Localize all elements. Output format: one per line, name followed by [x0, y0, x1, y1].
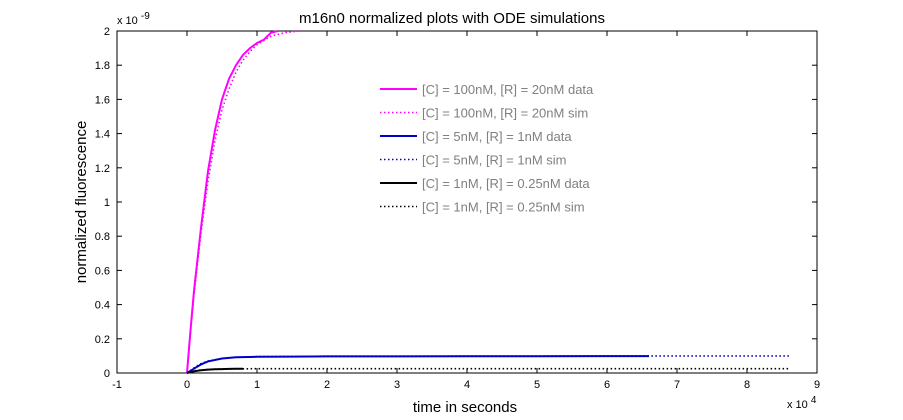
legend-label-6: [C] = 1nM, [R] = 0.25nM sim — [422, 200, 585, 215]
x-tick-label: -1 — [112, 379, 122, 391]
x-axis-ticks: -1 0 1 2 3 4 5 6 7 8 9 — [112, 31, 820, 391]
x-tick-label: 9 — [814, 379, 820, 391]
y-tick-label: 1.4 — [95, 129, 110, 141]
plot-area — [116, 30, 818, 374]
x-tick-label: 4 — [464, 379, 470, 391]
legend-label-1: [C] = 100nM, [R] = 20nM data — [422, 82, 594, 97]
x-axis-label: time in seconds — [413, 399, 517, 416]
legend: [C] = 100nM, [R] = 20nM data [C] = 100nM,… — [380, 82, 594, 215]
x-tick-label: 7 — [674, 379, 680, 391]
legend-label-5: [C] = 1nM, [R] = 0.25nM data — [422, 176, 590, 191]
y-tick-label: 0.4 — [95, 300, 110, 312]
x-tick-label: 0 — [184, 379, 190, 391]
x-tick-label: 8 — [744, 379, 750, 391]
y-tick-label: 0 — [104, 368, 110, 380]
x-tick-label: 5 — [534, 379, 540, 391]
legend-label-4: [C] = 5nM, [R] = 1nM sim — [422, 153, 567, 168]
y-tick-label: 1.2 — [95, 163, 110, 175]
legend-label-2: [C] = 100nM, [R] = 20nM sim — [422, 106, 588, 121]
series-group — [186, 30, 789, 374]
x-tick-label: 3 — [394, 379, 400, 391]
y-axis-ticks: 0 0.2 0.4 0.6 0.8 1 1.2 1.4 1.6 1.8 2 — [95, 26, 817, 380]
y-tick-label: 1 — [104, 197, 110, 209]
y-axis-multiplier: x 10 -9 — [117, 11, 150, 27]
y-tick-label: 2 — [104, 26, 110, 38]
y-axis-label: normalized fluorescence — [73, 121, 90, 284]
y-tick-label: 0.8 — [95, 231, 110, 243]
series-line-1 — [186, 30, 279, 374]
x-tick-label: 6 — [604, 379, 610, 391]
x-tick-label: 1 — [254, 379, 260, 391]
y-multiplier-exponent: -9 — [141, 11, 150, 22]
y-tick-label: 0.2 — [95, 334, 110, 346]
legend-label-3: [C] = 5nM, [R] = 1nM data — [422, 129, 572, 144]
x-axis-multiplier: x 10 4 — [787, 395, 817, 411]
series-line-4 — [186, 355, 789, 374]
x-multiplier-exponent: 4 — [811, 395, 817, 406]
y-tick-label: 1.6 — [95, 94, 110, 106]
y-tick-label: 0.6 — [95, 265, 110, 277]
series-line-6 — [186, 367, 789, 374]
y-tick-label: 1.8 — [95, 60, 110, 72]
x-multiplier-base: x 10 — [787, 399, 808, 411]
series-line-3 — [186, 355, 649, 374]
y-multiplier-base: x 10 — [117, 15, 138, 27]
x-tick-label: 2 — [324, 379, 330, 391]
chart-title: m16n0 normalized plots with ODE simulati… — [299, 10, 605, 27]
